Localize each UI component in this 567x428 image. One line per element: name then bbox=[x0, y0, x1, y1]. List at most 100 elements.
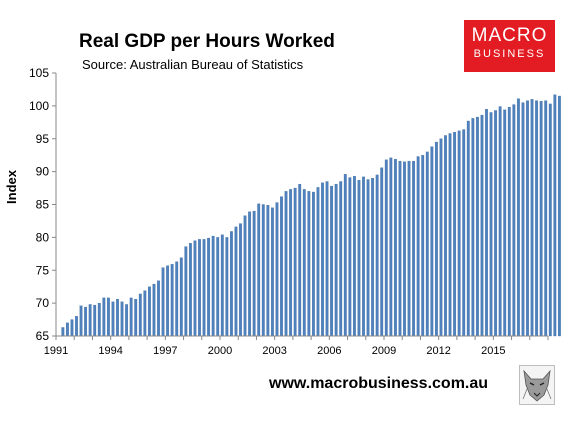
bar bbox=[243, 215, 247, 337]
bar bbox=[280, 196, 283, 337]
bar bbox=[480, 114, 484, 337]
bar bbox=[311, 191, 315, 337]
bar bbox=[471, 118, 475, 337]
bar bbox=[343, 174, 347, 337]
x-tick-label: 2003 bbox=[262, 345, 286, 357]
bar bbox=[416, 156, 420, 337]
bar bbox=[270, 207, 274, 337]
bar bbox=[489, 112, 493, 337]
bar bbox=[120, 301, 124, 337]
bar bbox=[526, 100, 529, 337]
x-axis-ticks: 1991 1994 1997 2000 2003 2006 2009 2012 2015 bbox=[44, 336, 549, 357]
bar-series bbox=[61, 94, 561, 337]
bar bbox=[147, 286, 151, 337]
bar bbox=[544, 100, 548, 337]
bar bbox=[257, 203, 261, 337]
bar bbox=[298, 183, 302, 337]
bar bbox=[97, 302, 101, 337]
bar bbox=[521, 102, 525, 337]
bar bbox=[129, 297, 133, 337]
bar bbox=[434, 141, 438, 337]
bar bbox=[220, 234, 224, 337]
bar bbox=[175, 261, 179, 337]
bar bbox=[498, 106, 502, 337]
x-tick-label: 2009 bbox=[372, 345, 396, 357]
bar bbox=[462, 129, 466, 337]
y-tick-label: 90 bbox=[36, 165, 50, 179]
bar bbox=[398, 160, 402, 337]
bar bbox=[75, 316, 78, 337]
x-tick-label: 2015 bbox=[481, 345, 505, 357]
bar bbox=[393, 158, 397, 337]
bar bbox=[421, 155, 425, 337]
bar bbox=[248, 211, 252, 337]
bar bbox=[252, 210, 256, 337]
bar bbox=[357, 180, 361, 337]
y-axis-ticks: 65 70 75 80 85 90 95 100 105 bbox=[29, 66, 56, 343]
bar bbox=[211, 235, 215, 337]
bar bbox=[179, 257, 183, 337]
bar bbox=[494, 110, 498, 337]
bar bbox=[188, 243, 192, 337]
bar bbox=[389, 157, 393, 337]
bar bbox=[198, 239, 201, 337]
bar bbox=[125, 304, 129, 337]
x-tick-label: 2012 bbox=[426, 345, 450, 357]
bar bbox=[138, 293, 142, 337]
bar bbox=[202, 239, 206, 337]
bar bbox=[512, 104, 516, 337]
y-tick-label: 80 bbox=[36, 230, 50, 244]
bar bbox=[234, 226, 238, 337]
bar bbox=[289, 189, 293, 337]
x-tick-label: 2006 bbox=[317, 345, 341, 357]
bar bbox=[266, 205, 270, 337]
bar bbox=[225, 237, 229, 337]
bar bbox=[330, 185, 334, 337]
chart-subtitle: Source: Australian Bureau of Statistics bbox=[82, 57, 304, 72]
bar bbox=[548, 103, 552, 337]
y-tick-label: 85 bbox=[36, 198, 50, 212]
bar bbox=[339, 181, 343, 337]
bar bbox=[93, 304, 97, 337]
bar bbox=[61, 327, 65, 337]
bar bbox=[407, 160, 411, 337]
macro-business-logo[interactable]: MACRO BUSINESS bbox=[464, 20, 555, 72]
bar bbox=[503, 109, 507, 337]
bar bbox=[307, 191, 311, 337]
bar bbox=[475, 116, 479, 337]
bar bbox=[516, 98, 520, 337]
bar bbox=[116, 299, 119, 337]
bar bbox=[352, 176, 356, 337]
bar bbox=[261, 204, 265, 337]
y-tick-label: 100 bbox=[29, 99, 49, 113]
bar bbox=[111, 301, 115, 337]
bar bbox=[334, 183, 338, 337]
bar bbox=[366, 179, 370, 337]
bar bbox=[507, 107, 511, 337]
y-tick-label: 75 bbox=[36, 263, 50, 277]
bar bbox=[457, 130, 461, 337]
bar bbox=[134, 299, 138, 337]
bar bbox=[184, 246, 188, 337]
bar bbox=[371, 178, 375, 337]
bar bbox=[530, 99, 534, 337]
bar bbox=[229, 231, 233, 337]
bar bbox=[216, 237, 220, 337]
bar bbox=[403, 161, 406, 337]
logo-line-1: MACRO bbox=[471, 25, 548, 46]
y-axis-label: Index bbox=[4, 169, 19, 204]
bar bbox=[448, 133, 452, 337]
y-tick-label: 65 bbox=[36, 329, 50, 343]
chart-title: Real GDP per Hours Worked bbox=[79, 31, 335, 52]
bar bbox=[65, 322, 69, 337]
bar bbox=[207, 237, 211, 337]
bar bbox=[557, 95, 561, 337]
bar bbox=[302, 189, 306, 337]
bar bbox=[157, 280, 160, 337]
bar bbox=[193, 240, 197, 337]
bar bbox=[375, 174, 379, 337]
bar bbox=[161, 267, 165, 337]
website-link[interactable]: www.macrobusiness.com.au bbox=[269, 375, 489, 392]
bar bbox=[380, 167, 384, 337]
